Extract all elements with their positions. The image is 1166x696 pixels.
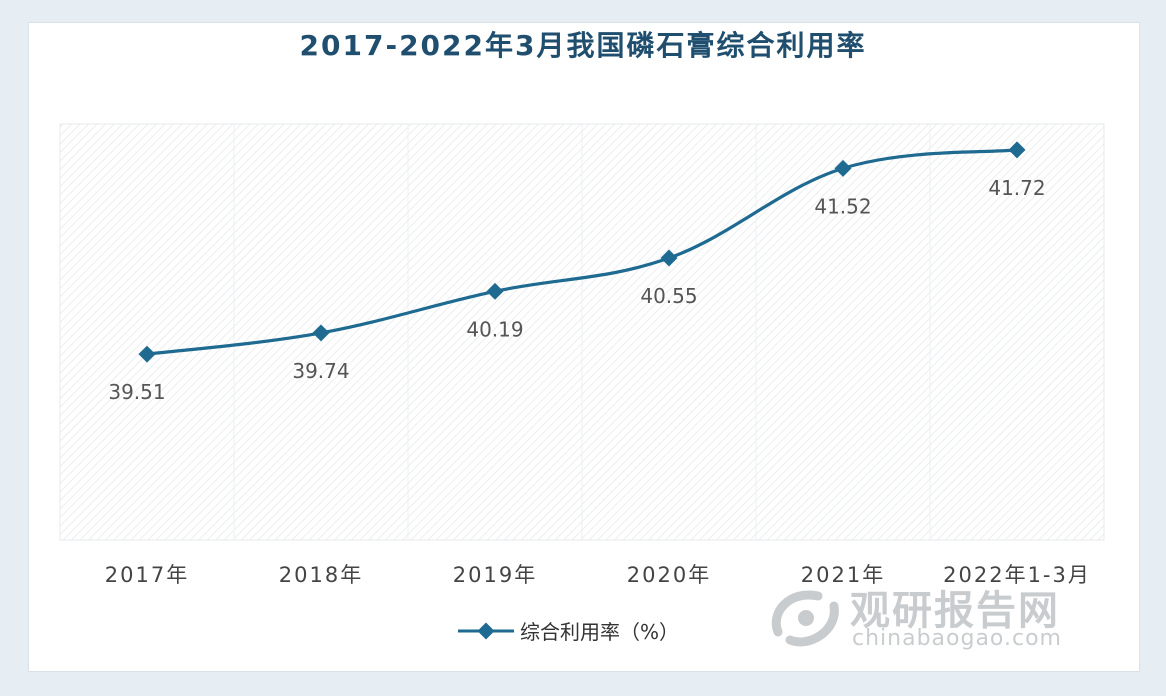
x-tick-label-5: 2022年1-3月 xyxy=(943,563,1091,587)
series-line xyxy=(146,148,1018,356)
data-label-5: 41.72 xyxy=(988,176,1045,200)
watermark-brand: 观研报告网 xyxy=(850,588,1060,634)
chart-title: 2017-2022年3月我国磷石膏综合利用率 xyxy=(299,29,867,62)
category-dividers xyxy=(233,124,931,540)
watermark: 观研报告网 chinabaogao.com xyxy=(760,572,1090,662)
data-point-0 xyxy=(138,345,156,363)
x-tick-label-4: 2021年 xyxy=(801,563,885,587)
data-label-3: 40.55 xyxy=(640,284,697,308)
legend: 综合利用率（%） xyxy=(458,620,679,644)
x-tick-label-3: 2020年 xyxy=(627,563,711,587)
data-label-4: 41.52 xyxy=(814,194,871,218)
x-tick-label-1: 2018年 xyxy=(279,563,363,587)
watermark-url: chinabaogao.com xyxy=(852,626,1062,651)
x-tick-label-0: 2017年 xyxy=(105,563,189,587)
data-point-2 xyxy=(486,282,504,300)
legend-label: 综合利用率（%） xyxy=(520,620,679,644)
legend-marker xyxy=(477,622,495,640)
data-label-1: 39.74 xyxy=(292,359,349,383)
x-tick-label-2: 2019年 xyxy=(453,563,537,587)
watermark-logo-icon xyxy=(771,590,839,647)
data-label-2: 40.19 xyxy=(466,317,523,341)
data-point-1 xyxy=(312,324,330,342)
data-label-0: 39.51 xyxy=(108,380,165,404)
data-point-4 xyxy=(834,159,852,177)
data-point-5 xyxy=(1008,141,1026,159)
